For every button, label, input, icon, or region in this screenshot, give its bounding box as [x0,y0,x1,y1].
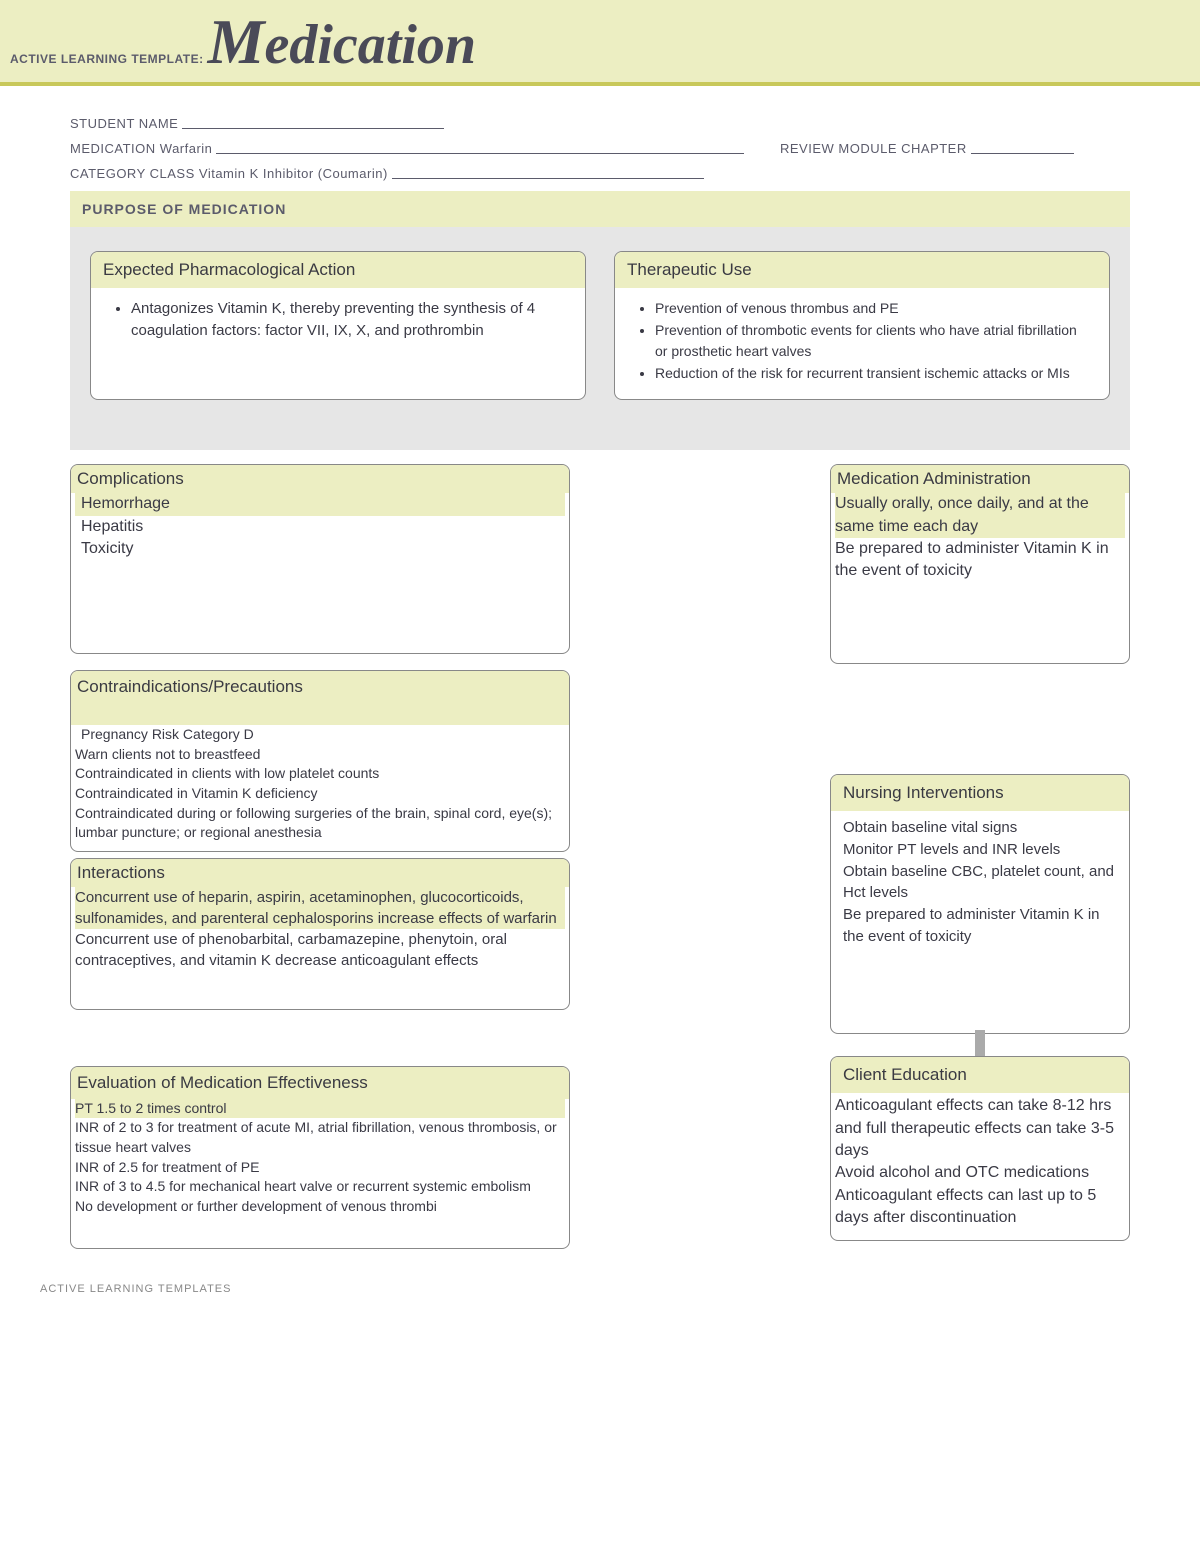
list-item: INR of 2 to 3 for treatment of acute MI,… [75,1118,565,1157]
list-item: Warn clients not to breastfeed [75,745,565,765]
client-education-title: Client Education [831,1057,1129,1093]
list-item: INR of 3 to 4.5 for mechanical heart val… [75,1177,565,1197]
list-item: Anticoagulant effects can last up to 5 d… [835,1185,1125,1230]
footer-text: ACTIVE LEARNING TEMPLATES [0,1269,1200,1295]
contraindications-title: Contraindications/Precautions [71,671,569,725]
list-item: Prevention of thrombotic events for clie… [655,320,1093,361]
list-item: Prevention of venous thrombus and PE [655,298,1093,318]
expected-action-title: Expected Pharmacological Action [91,252,585,288]
list-item: Contraindicated in Vitamin K deficiency [75,784,565,804]
category-field: CATEGORY CLASS Vitamin K Inhibitor (Coum… [70,166,710,181]
list-item: Toxicity [75,538,565,560]
list-item: PT 1.5 to 2 times control [75,1099,565,1119]
nursing-title: Nursing Interventions [831,775,1129,811]
list-item: Anticoagulant effects can take 8-12 hrs … [835,1095,1125,1162]
list-item: Obtain baseline CBC, platelet count, and… [843,861,1117,905]
therapeutic-use-title: Therapeutic Use [615,252,1109,288]
list-item: Be prepared to administer Vitamin K in t… [843,904,1117,948]
list-item: Antagonizes Vitamin K, thereby preventin… [131,298,569,342]
therapeutic-use-card: Therapeutic Use Prevention of venous thr… [614,251,1110,400]
list-item: Be prepared to administer Vitamin K in t… [835,538,1125,583]
purpose-section: Expected Pharmacological Action Antagoni… [70,227,1130,450]
list-item: Contraindicated in clients with low plat… [75,764,565,784]
nursing-card: Nursing Interventions Obtain baseline vi… [830,774,1130,1034]
review-chapter-field: REVIEW MODULE CHAPTER [780,141,1080,156]
list-item: Hemorrhage [75,493,565,515]
contraindications-card: Contraindications/Precautions Pregnancy … [70,670,570,852]
page-body: STUDENT NAME MEDICATION Warfarin REVIEW … [0,86,1200,1269]
evaluation-title: Evaluation of Medication Effectiveness [71,1067,569,1099]
therapeutic-use-list: Prevention of venous thrombus and PE Pre… [631,298,1093,383]
list-item: Contraindicated during or following surg… [75,804,565,843]
purpose-heading: PURPOSE OF MEDICATION [70,191,1130,227]
list-item: Avoid alcohol and OTC medications [835,1162,1125,1184]
banner-label: ACTIVE LEARNING TEMPLATE: [10,52,208,76]
complications-title: Complications [71,465,569,493]
list-item: INR of 2.5 for treatment of PE [75,1158,565,1178]
banner: ACTIVE LEARNING TEMPLATE: Medication [0,0,1200,86]
list-item: Reduction of the risk for recurrent tran… [655,363,1093,383]
complications-card: Complications Hemorrhage Hepatitis Toxic… [70,464,570,654]
list-item: No development or further development of… [75,1197,565,1217]
list-item: Monitor PT levels and INR levels [843,839,1117,861]
client-education-card: Client Education Anticoagulant effects c… [830,1056,1130,1240]
list-item: Usually orally, once daily, and at the s… [835,493,1125,538]
medication-field: MEDICATION Warfarin [70,141,750,156]
list-item: Pregnancy Risk Category D [75,725,565,745]
banner-title: Medication [208,10,476,76]
expected-action-card: Expected Pharmacological Action Antagoni… [90,251,586,400]
interactions-card: Interactions Concurrent use of heparin, … [70,858,570,1010]
student-name-field: STUDENT NAME [70,116,450,131]
list-item: Hepatitis [75,516,565,538]
administration-card: Medication Administration Usually orally… [830,464,1130,664]
evaluation-card: Evaluation of Medication Effectiveness P… [70,1066,570,1250]
administration-title: Medication Administration [831,465,1129,493]
expected-action-list: Antagonizes Vitamin K, thereby preventin… [107,298,569,342]
interactions-title: Interactions [71,859,569,887]
list-item: Obtain baseline vital signs [843,817,1117,839]
list-item: Concurrent use of heparin, aspirin, acet… [75,887,565,929]
list-item: Concurrent use of phenobarbital, carbama… [75,929,565,971]
